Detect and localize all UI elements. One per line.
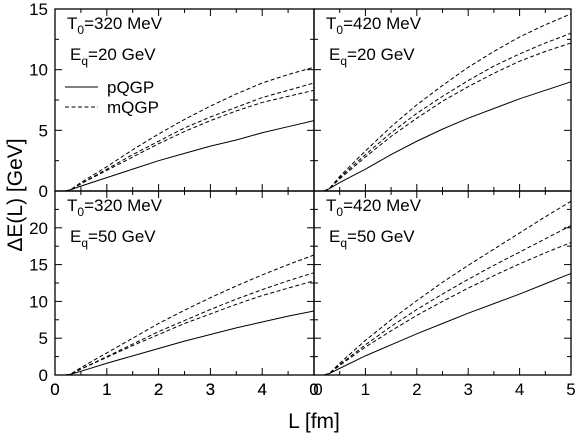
y-tick-label: 5 <box>39 121 48 140</box>
x-tick-label: 2 <box>412 380 421 399</box>
series-line-mQGP <box>65 272 315 376</box>
x-tick-label: 2 <box>154 380 163 399</box>
panel-energy-label: Eq=50 GeV <box>329 227 415 250</box>
x-tick-label: 0 <box>50 380 59 399</box>
series-line-mQGP <box>65 280 315 376</box>
panel-frame <box>54 8 315 192</box>
x-tick-label: 1 <box>102 380 111 399</box>
series-line-mQGP <box>324 42 572 192</box>
panel-temperature-label: T0=420 MeV <box>326 14 422 37</box>
panel-temperature-label: T0=320 MeV <box>67 14 163 37</box>
x-tick-label: 0 <box>309 380 318 399</box>
series-line-mQGP <box>65 66 315 192</box>
panel-temperature-label: T0=320 MeV <box>67 196 163 219</box>
x-tick-label: 1 <box>102 380 111 399</box>
series-line-mQGP <box>324 225 572 376</box>
series-line-mQGP <box>324 13 572 192</box>
x-tick-label: 0 <box>313 380 322 399</box>
panel-energy-label: Eq=20 GeV <box>70 45 156 68</box>
series-line-mQGP <box>324 32 572 192</box>
series-line-pQGP <box>65 120 315 192</box>
series-line-mQGP <box>324 242 572 376</box>
y-tick-label: 15 <box>29 256 48 275</box>
x-tick-label: 1 <box>361 380 370 399</box>
panel-frame <box>54 190 315 376</box>
panel-top-right: T0=420 MeV Eq=20 GeV <box>313 8 572 192</box>
x-tick-label: 4 <box>515 380 524 399</box>
y-axis-title: ΔE(L) [GeV] <box>4 138 27 251</box>
x-tick-label: 2 <box>154 380 163 399</box>
y-tick-label: 0 <box>39 366 48 385</box>
x-tick-label: 4 <box>257 380 266 399</box>
y-tick-label: 0 <box>39 182 48 201</box>
series-line-mQGP <box>65 89 315 192</box>
y-tick-label: 20 <box>29 219 48 238</box>
panel-frame <box>313 190 572 376</box>
panel-temperature-label: T0=420 MeV <box>326 196 422 219</box>
series-line-mQGP <box>65 254 315 376</box>
panel-bottom-right: 0 1 2 3 4 5 T0=420 MeV Eq=50 GeV <box>313 190 576 399</box>
x-tick-label: 0 <box>50 380 59 399</box>
panel-energy-label: Eq=50 GeV <box>70 227 156 250</box>
y-tick-label: 5 <box>39 329 48 348</box>
series-line-mQGP <box>324 200 572 376</box>
legend-label-pQGP: pQGP <box>107 78 154 97</box>
x-tick-label: 5 <box>566 380 575 399</box>
y-tick-label: 10 <box>29 292 48 311</box>
series-line-pQGP <box>324 81 572 192</box>
x-axis-title: L [fm] <box>288 410 340 433</box>
x-tick-label: 0 <box>309 380 318 399</box>
y-tick-label: 10 <box>29 61 48 80</box>
series-line-pQGP <box>65 310 315 376</box>
legend-label-mQGP: mQGP <box>107 98 159 117</box>
x-tick-label: 4 <box>257 380 266 399</box>
y-tick-label: 15 <box>29 0 48 19</box>
series-line-mQGP <box>65 82 315 192</box>
panel-energy-label: Eq=20 GeV <box>329 45 415 68</box>
x-tick-label: 3 <box>463 380 472 399</box>
series-line-pQGP <box>324 272 572 376</box>
x-tick-label: 3 <box>206 380 215 399</box>
x-tick-label: 3 <box>206 380 215 399</box>
